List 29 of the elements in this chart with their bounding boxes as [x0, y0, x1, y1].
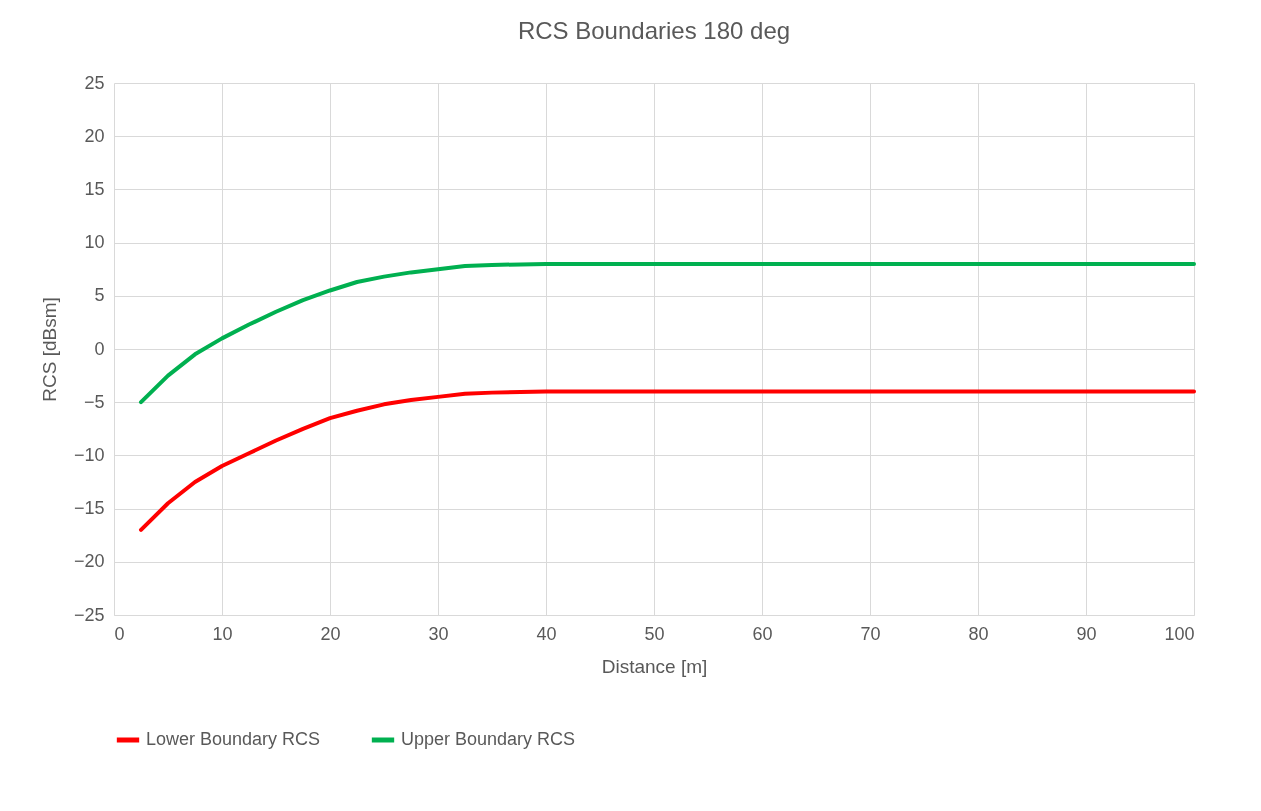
x-tick-label: 10	[212, 623, 233, 644]
x-axis-title: Distance [m]	[601, 655, 708, 677]
y-tick-label: 0	[94, 338, 105, 359]
x-tick-label: 90	[1076, 623, 1097, 644]
chart-title: RCS Boundaries 180 deg	[517, 17, 791, 44]
y-tick-label: −15	[73, 498, 105, 519]
line-series	[139, 261, 1196, 405]
x-tick-label: 40	[536, 623, 557, 644]
y-tick-label: 20	[84, 125, 105, 146]
y-tick-label: −25	[73, 604, 105, 625]
legend-label: Lower Boundary RCS	[146, 729, 321, 749]
line-series	[139, 389, 1196, 532]
x-tick-label: 70	[860, 623, 881, 644]
x-tick-label: 30	[428, 623, 449, 644]
y-tick-label: 25	[84, 72, 105, 93]
x-tick-label: 80	[968, 623, 989, 644]
x-tick-label: 20	[320, 623, 341, 644]
x-tick-label: 0	[114, 623, 125, 644]
y-tick-label: 5	[94, 285, 105, 306]
x-tick-label: 50	[644, 623, 665, 644]
y-tick-label: 15	[84, 178, 105, 199]
y-tick-label: 10	[84, 232, 105, 253]
x-tick-label: 60	[752, 623, 773, 644]
legend-label: Upper Boundary RCS	[401, 729, 576, 749]
y-axis-title: RCS [dBsm]	[38, 297, 60, 402]
y-tick-label: −20	[73, 551, 105, 572]
y-tick-label: −5	[83, 391, 105, 412]
y-tick-label: −10	[73, 444, 105, 465]
x-tick-label: 100	[1164, 623, 1195, 644]
